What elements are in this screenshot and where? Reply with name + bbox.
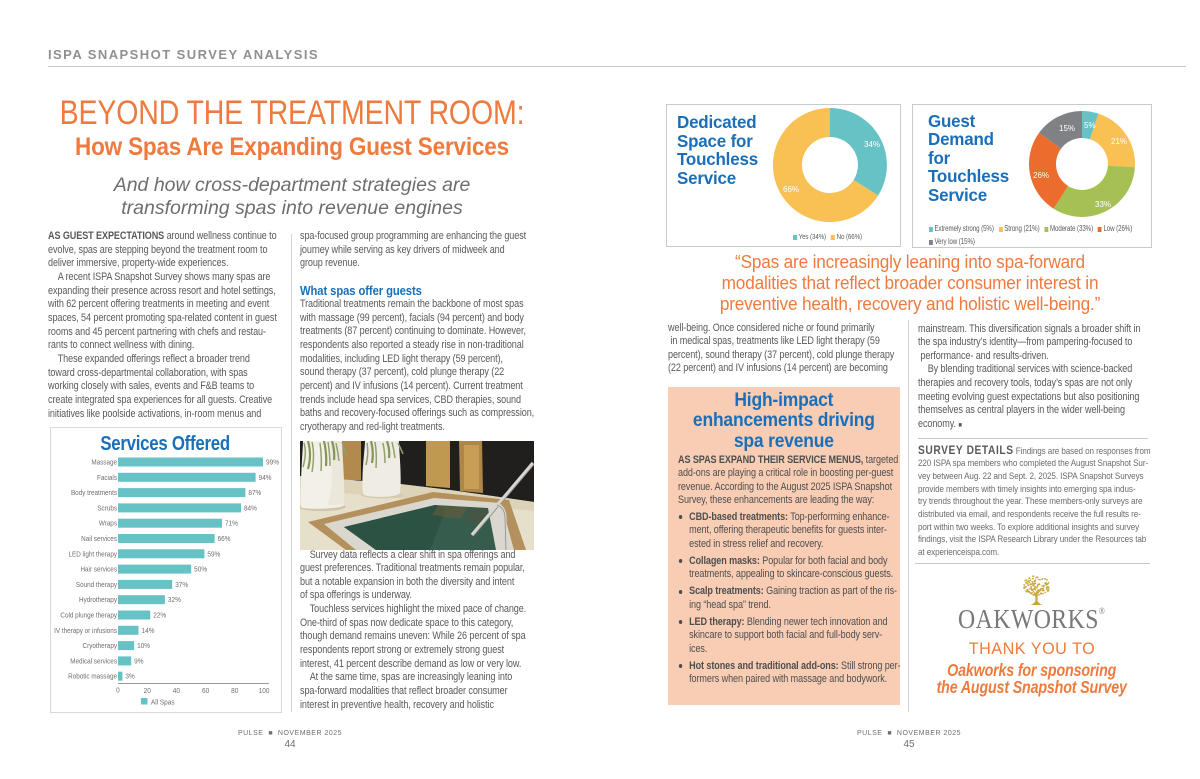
svg-text:Robotic massage: Robotic massage: [68, 673, 117, 680]
svg-text:Scrubs: Scrubs: [97, 505, 117, 512]
svg-text:Medical services: Medical services: [70, 658, 117, 665]
svg-text:Hydrotherapy: Hydrotherapy: [79, 597, 118, 604]
svg-text:Facials: Facials: [97, 474, 118, 481]
svg-text:66%: 66%: [783, 185, 799, 194]
svg-text:21%: 21%: [1111, 137, 1127, 146]
svg-text:14%: 14%: [142, 628, 155, 635]
svg-text:3%: 3%: [125, 673, 134, 680]
svg-text:LED light therapy: LED light therapy: [69, 551, 118, 558]
svg-text:37%: 37%: [175, 582, 188, 589]
svg-text:99%: 99%: [266, 459, 279, 466]
svg-text:9%: 9%: [134, 658, 143, 665]
svg-text:80: 80: [231, 688, 238, 695]
svg-text:32%: 32%: [168, 597, 181, 604]
svg-text:Cold plunge therapy: Cold plunge therapy: [60, 612, 117, 619]
svg-text:60: 60: [202, 688, 209, 695]
svg-text:22%: 22%: [153, 612, 166, 619]
svg-text:15%: 15%: [1059, 124, 1075, 133]
svg-text:10%: 10%: [137, 643, 150, 650]
svg-text:Hair services: Hair services: [80, 566, 117, 573]
svg-text:66%: 66%: [218, 536, 231, 543]
svg-text:33%: 33%: [1095, 200, 1111, 209]
svg-text:5%: 5%: [1084, 121, 1096, 130]
svg-text:20: 20: [144, 688, 151, 695]
svg-text:87%: 87%: [248, 490, 261, 497]
svg-text:100: 100: [259, 688, 270, 695]
svg-text:84%: 84%: [244, 505, 257, 512]
svg-text:Sound therapy: Sound therapy: [76, 582, 118, 589]
svg-text:94%: 94%: [259, 475, 272, 482]
svg-text:Cryotherapy: Cryotherapy: [83, 643, 118, 650]
svg-text:Body treatments: Body treatments: [71, 490, 118, 497]
svg-text:IV therapy or infusions: IV therapy or infusions: [54, 627, 117, 634]
svg-text:All Spas: All Spas: [151, 699, 175, 706]
svg-text:71%: 71%: [225, 520, 238, 527]
svg-text:40: 40: [173, 688, 180, 695]
svg-text:34%: 34%: [864, 140, 880, 149]
svg-text:Nail services: Nail services: [81, 536, 117, 543]
svg-text:26%: 26%: [1033, 171, 1049, 180]
svg-text:Massage: Massage: [91, 459, 117, 466]
svg-text:59%: 59%: [207, 551, 220, 558]
svg-text:50%: 50%: [194, 566, 207, 573]
svg-text:0: 0: [116, 687, 120, 694]
svg-text:Wraps: Wraps: [99, 520, 118, 527]
